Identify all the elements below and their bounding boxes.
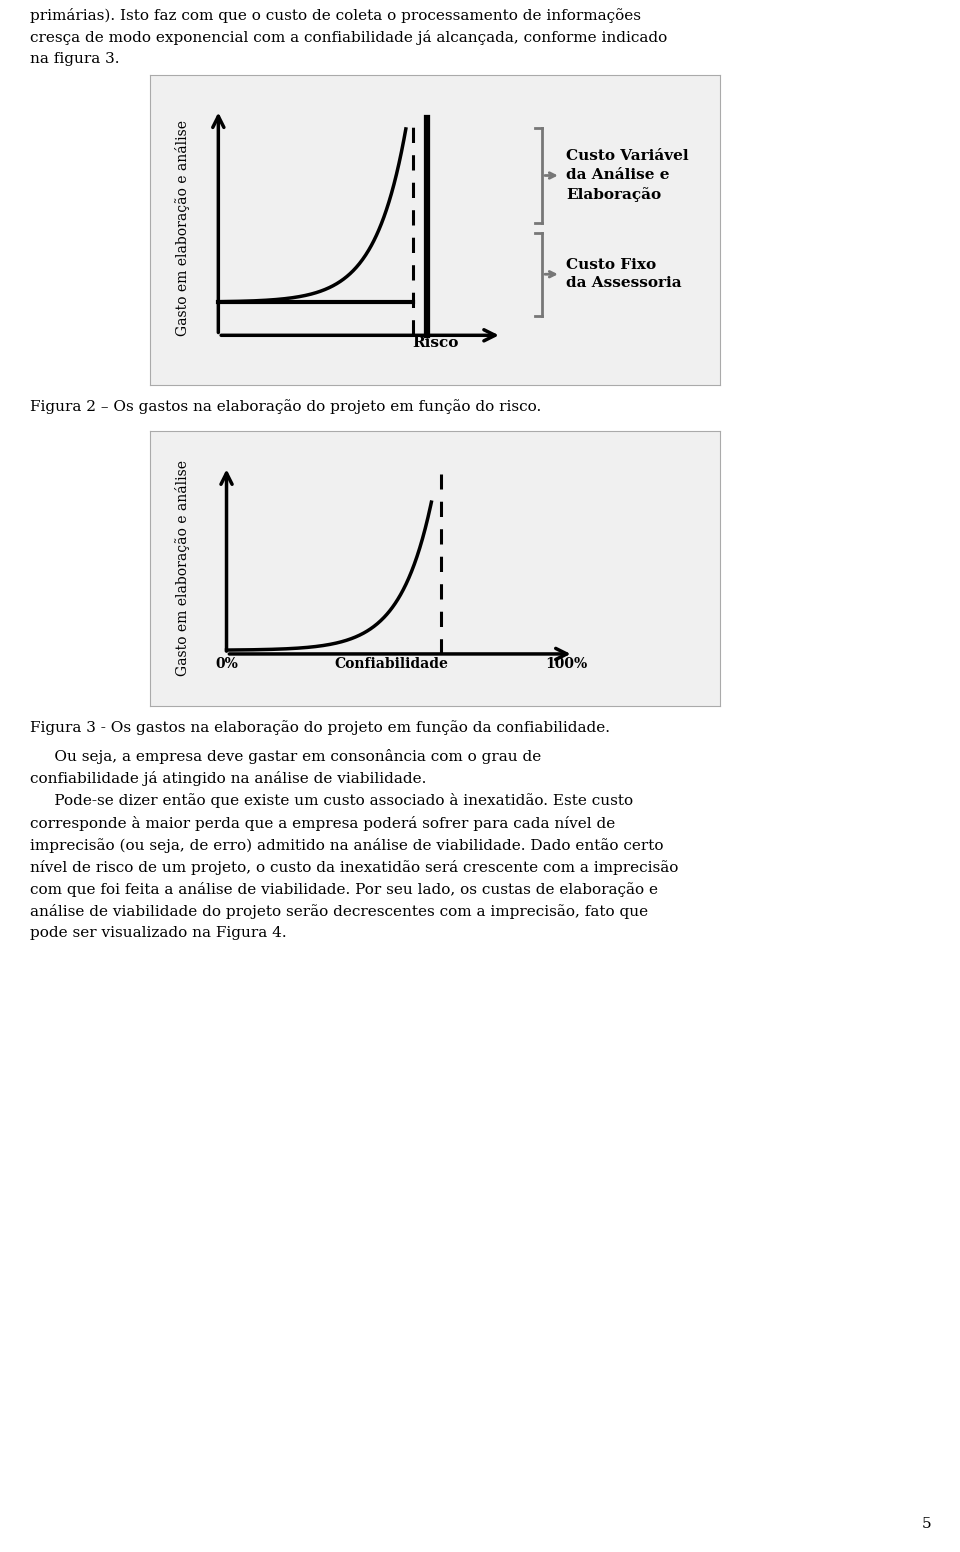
Text: Figura 2 – Os gastos na elaboração do projeto em função do risco.: Figura 2 – Os gastos na elaboração do pr… <box>30 399 541 414</box>
Text: Gasto em elaboração e análise: Gasto em elaboração e análise <box>176 461 190 677</box>
Text: primárias). Isto faz com que o custo de coleta o processamento de informações
cr: primárias). Isto faz com que o custo de … <box>30 8 667 65</box>
Text: Ou seja, a empresa deve gastar em consonância com o grau de
confiabilidade já at: Ou seja, a empresa deve gastar em conson… <box>30 750 679 941</box>
Text: Risco: Risco <box>412 337 458 351</box>
Text: 5: 5 <box>922 1518 931 1532</box>
Text: 100%: 100% <box>545 656 588 670</box>
Text: Custo Variável
da Análise e
Elaboração: Custo Variável da Análise e Elaboração <box>566 149 689 202</box>
Text: 0%: 0% <box>215 656 238 670</box>
Text: Confiabilidade: Confiabilidade <box>335 656 448 670</box>
Text: Custo Fixo
da Assessoria: Custo Fixo da Assessoria <box>566 258 682 290</box>
Text: Gasto em elaboração e análise: Gasto em elaboração e análise <box>176 120 190 335</box>
Text: Figura 3 - Os gastos na elaboração do projeto em função da confiabilidade.: Figura 3 - Os gastos na elaboração do pr… <box>30 720 610 736</box>
